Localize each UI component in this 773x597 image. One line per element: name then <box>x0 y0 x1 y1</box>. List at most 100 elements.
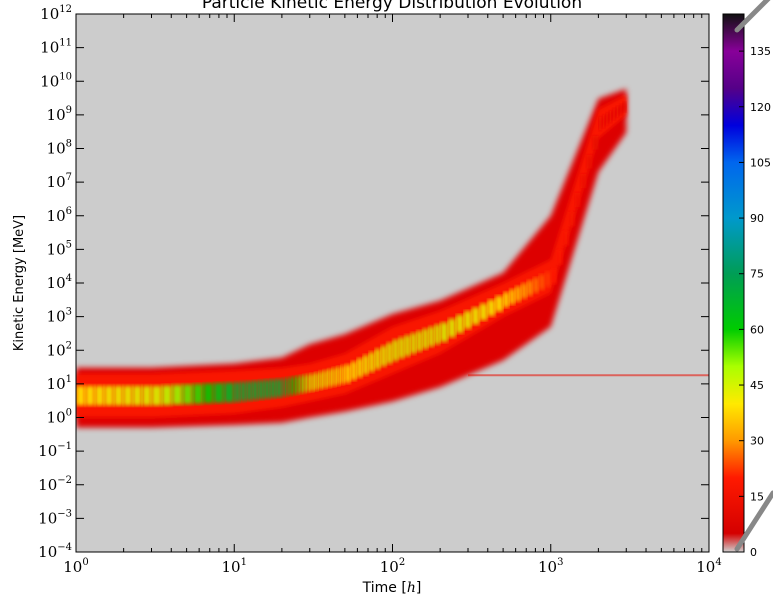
density-cell <box>318 371 323 389</box>
density-cell <box>350 361 357 381</box>
density-cell <box>521 283 527 299</box>
x-axis: 100 101 102 103 104 <box>63 14 722 576</box>
density-cell <box>471 307 480 325</box>
density-cell <box>592 136 599 150</box>
density-cell <box>503 292 510 308</box>
density-cell <box>252 381 259 400</box>
density-cell <box>336 367 341 385</box>
density-cell <box>495 296 504 312</box>
x-tick-label: 101 <box>222 557 247 576</box>
density-cell <box>605 112 609 125</box>
density-cell <box>113 385 124 406</box>
y-tick-label: 1010 <box>40 71 72 90</box>
x-tick-label: 104 <box>696 557 721 576</box>
y-tick-label: 1011 <box>40 38 72 57</box>
colorbar-tick-label: 30 <box>750 435 764 448</box>
density-cell <box>240 381 247 402</box>
density-cell <box>362 355 369 375</box>
y-tick-label: 103 <box>47 307 72 326</box>
density-cell <box>309 374 315 391</box>
density-cell <box>234 382 241 402</box>
y-axis: 10−4 10−3 10−2 10−1 100 101 102 103 104 105 106 107… <box>38 4 709 561</box>
density-cell <box>622 102 627 112</box>
colorbar-tick-label: 0 <box>750 546 757 559</box>
colorbar-tick-label: 90 <box>750 212 764 225</box>
density-cell <box>76 385 86 406</box>
density-cell <box>619 104 623 115</box>
density-cell <box>479 303 488 321</box>
density-cell <box>422 328 429 349</box>
density-cell <box>580 173 587 188</box>
density-cell <box>142 385 152 406</box>
density-cell <box>132 385 142 406</box>
x-tick-label: 102 <box>380 557 405 576</box>
density-cell <box>538 274 545 290</box>
density-cell <box>428 326 435 347</box>
density-cell <box>562 230 569 246</box>
y-axis-label: Kinetic Energy [MeV] <box>12 215 27 351</box>
density-band-outer <box>76 88 627 428</box>
density-cell <box>281 378 286 397</box>
density-cell <box>314 372 319 391</box>
density-cell <box>398 337 405 359</box>
y-tick-label: 101 <box>47 374 72 393</box>
y-tick-label: 109 <box>47 105 72 124</box>
density-cell <box>292 377 296 395</box>
density-cell <box>410 333 417 354</box>
density-cell <box>509 289 516 305</box>
density-cell <box>356 358 363 378</box>
colorbar-tick-label: 75 <box>750 268 764 281</box>
density-cell <box>615 106 620 118</box>
colorbar-tick-label: 45 <box>750 379 764 392</box>
density-cell <box>515 286 521 302</box>
density-cell <box>392 339 399 361</box>
x-tick-label: 103 <box>538 557 563 576</box>
y-tick-label: 10−4 <box>38 542 72 561</box>
density-cell <box>331 368 337 386</box>
density-cell <box>288 377 293 396</box>
density-cell <box>344 364 351 383</box>
density-cell <box>246 381 253 401</box>
colorbar-frame <box>722 13 745 553</box>
y-tick-label: 10−3 <box>38 508 72 527</box>
colorbar-tick-label: 105 <box>750 156 771 169</box>
density-cell <box>556 249 563 265</box>
x-axis-label-prefix: Time [ <box>362 580 407 596</box>
density-cell <box>386 342 393 364</box>
colorbar-tick-label: 60 <box>750 323 764 336</box>
density-cell <box>172 384 183 405</box>
y-tick-label: 104 <box>47 273 72 292</box>
density-cell <box>598 117 602 131</box>
density-cell <box>404 335 411 357</box>
density-cell <box>322 370 328 388</box>
density-cell <box>123 385 133 406</box>
density-cell <box>285 378 289 396</box>
heatmap-density <box>76 88 709 428</box>
y-tick-label: 105 <box>47 239 72 258</box>
density-cell <box>526 280 533 296</box>
density-cell <box>544 271 551 287</box>
y-tick-label: 10−1 <box>38 441 72 460</box>
density-cell <box>568 211 575 227</box>
density-cell <box>94 385 105 406</box>
colorbar: 0 15 30 45 60 75 90 105 120 135 <box>722 13 771 559</box>
density-cell <box>302 375 307 393</box>
density-cell <box>416 331 423 352</box>
density-cell <box>104 385 114 406</box>
density-cell <box>608 110 613 123</box>
colorbar-extension-top <box>734 0 771 33</box>
density-cell <box>264 380 270 399</box>
colorbar-extension-bottom <box>734 490 773 552</box>
density-cell <box>275 379 282 398</box>
density-cell <box>192 384 204 404</box>
density-cell <box>612 108 616 120</box>
density-cell <box>258 380 265 400</box>
density-cell <box>463 311 472 329</box>
density-cell <box>295 376 300 394</box>
y-tick-label: 102 <box>47 340 72 359</box>
density-cell <box>340 365 345 384</box>
density-cell <box>151 385 162 406</box>
y-tick-label: 100 <box>47 408 72 427</box>
y-tick-label: 106 <box>47 206 72 225</box>
